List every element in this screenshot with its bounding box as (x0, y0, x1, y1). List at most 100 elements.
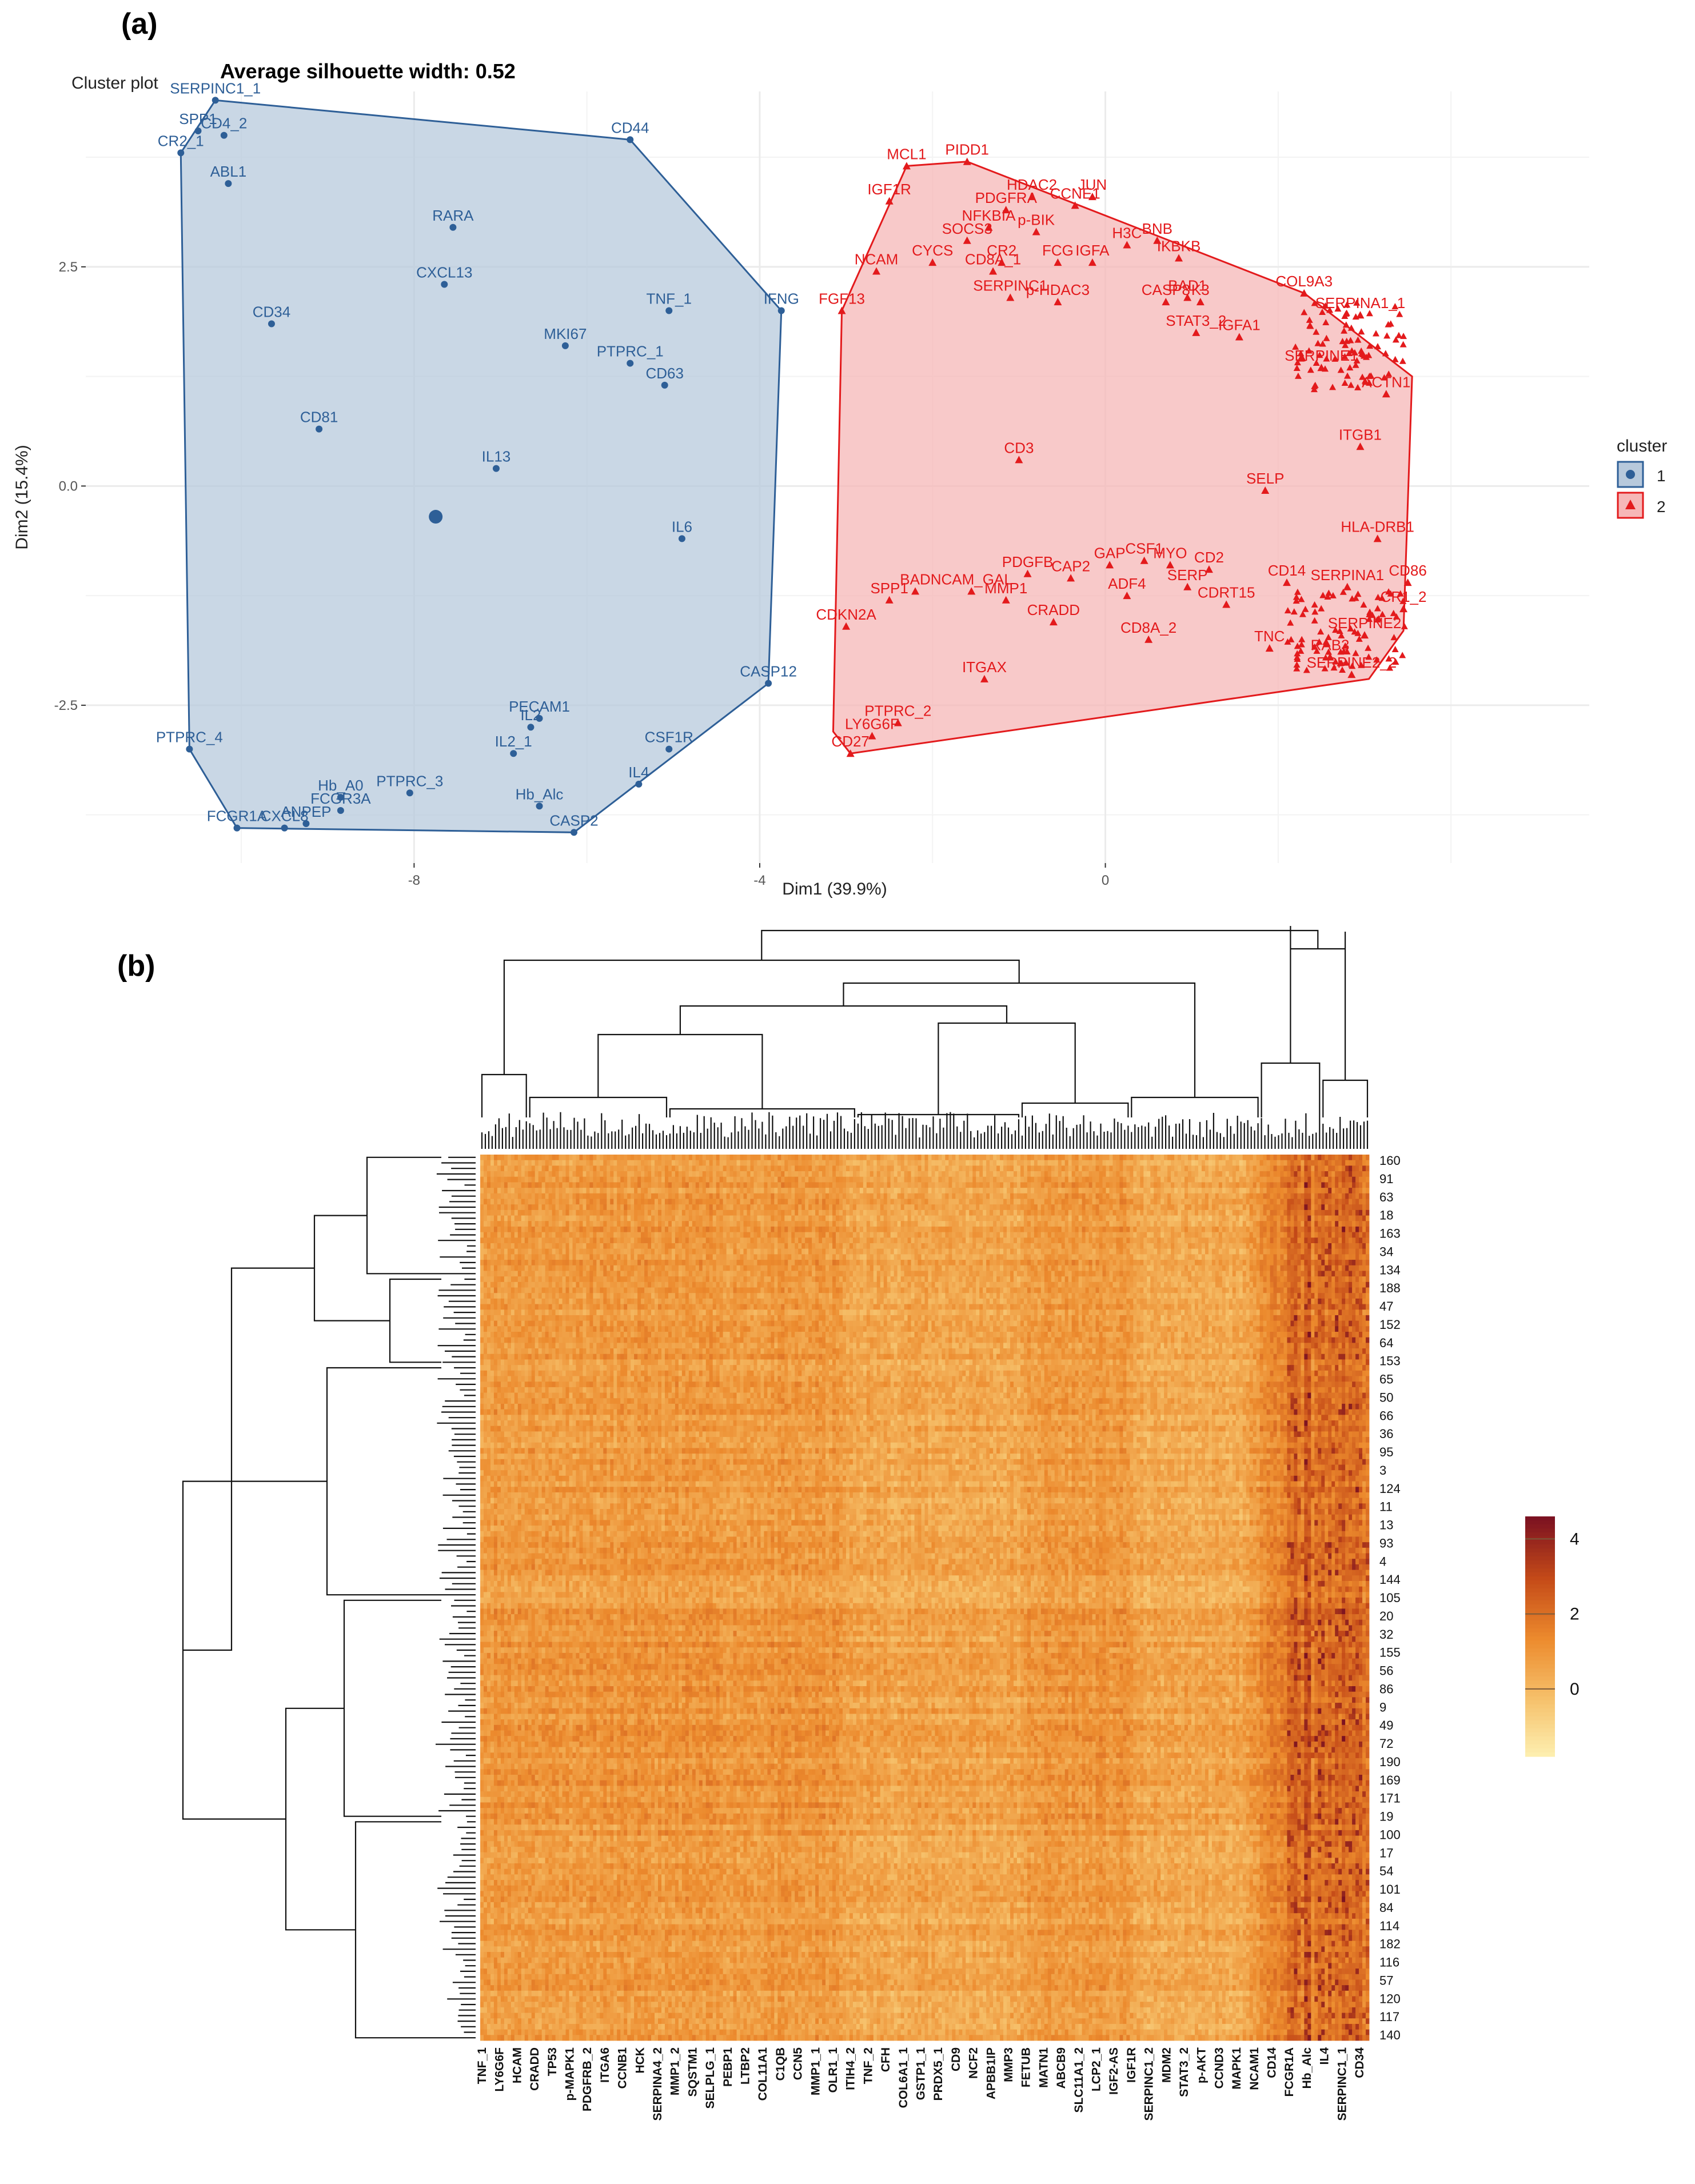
heatmap-cell (508, 1193, 511, 1199)
heatmap-cell (494, 1227, 497, 1232)
heatmap-cell (839, 1160, 843, 1166)
heatmap-cell (942, 1216, 945, 1221)
cluster1-point-label: CASP12 (740, 663, 797, 680)
heatmap-cell (860, 1232, 863, 1238)
heatmap-cell (955, 1171, 959, 1177)
heatmap-cell (1250, 1188, 1253, 1193)
heatmap-cell (942, 1155, 945, 1160)
heatmap-cell (610, 1199, 613, 1205)
heatmap-cell (1212, 1177, 1215, 1183)
heatmap-cell (679, 1160, 682, 1166)
heatmap-cell (915, 1160, 918, 1166)
heatmap-cell (952, 1160, 955, 1166)
heatmap-cell (579, 1188, 583, 1193)
heatmap-cell (1010, 1160, 1014, 1166)
heatmap-cell (1038, 1193, 1041, 1199)
heatmap-cell (784, 1188, 788, 1193)
heatmap-cell (1328, 1221, 1331, 1227)
heatmap-cell (487, 1216, 490, 1221)
heatmap-cell (665, 1216, 668, 1221)
heatmap-cell (922, 1199, 925, 1205)
heatmap-cell (901, 1210, 904, 1216)
heatmap-cell (781, 1204, 784, 1210)
heatmap-cell (589, 1188, 593, 1193)
heatmap-cell (484, 1182, 487, 1188)
cluster2-point-label: BNB (1142, 220, 1172, 237)
heatmap-cell (1267, 1204, 1270, 1210)
heatmap-cell (1307, 1193, 1311, 1199)
heatmap-cell (1089, 1182, 1092, 1188)
heatmap-cell (959, 1193, 962, 1199)
heatmap-cell (990, 1199, 993, 1205)
heatmap-cell (771, 1188, 774, 1193)
heatmap-cell (894, 1216, 898, 1221)
heatmap-cell (1304, 1165, 1307, 1171)
cluster2-point-label: ADF4 (1108, 575, 1146, 592)
heatmap-cell (723, 1227, 727, 1232)
heatmap-cell (1246, 1199, 1250, 1205)
heatmap-cell (610, 1182, 613, 1188)
heatmap-cell (613, 1232, 617, 1238)
heatmap-cell (600, 1155, 603, 1160)
heatmap-cell (497, 1171, 501, 1177)
heatmap-cell (931, 1155, 935, 1160)
heatmap-cell (1209, 1160, 1212, 1166)
heatmap-cell (1250, 1227, 1253, 1232)
heatmap-cell (884, 1216, 887, 1221)
heatmap-cell (1119, 1221, 1123, 1227)
heatmap-cell (784, 1232, 788, 1238)
heatmap-cell (1136, 1221, 1140, 1227)
heatmap-cell (1345, 1177, 1349, 1183)
cluster1-point (302, 820, 309, 827)
heatmap-cell (1000, 1165, 1003, 1171)
heatmap-cell (576, 1188, 579, 1193)
heatmap-cell (972, 1199, 976, 1205)
heatmap-cell (1290, 1199, 1294, 1205)
heatmap-cell (733, 1216, 737, 1221)
heatmap-cell (1270, 1160, 1274, 1166)
heatmap-cell (1133, 1227, 1136, 1232)
heatmap-cell (1202, 1210, 1205, 1216)
heatmap-cell (1024, 1160, 1027, 1166)
heatmap-cell (925, 1221, 928, 1227)
heatmap-cell (703, 1210, 706, 1216)
heatmap-cell (990, 1221, 993, 1227)
heatmap-cell (1198, 1155, 1202, 1160)
heatmap-cell (1147, 1188, 1150, 1193)
heatmap-cell (1062, 1216, 1065, 1221)
heatmap-cell (572, 1188, 576, 1193)
heatmap-cell (1065, 1155, 1068, 1160)
cluster1-point (268, 321, 275, 328)
heatmap-cell (1106, 1188, 1109, 1193)
heatmap-cell (918, 1182, 922, 1188)
heatmap-cell (480, 1221, 484, 1227)
heatmap-cell (556, 1232, 559, 1238)
heatmap-cell (1338, 1182, 1342, 1188)
heatmap-cell (682, 1160, 685, 1166)
heatmap-cell (887, 1182, 891, 1188)
heatmap-cell (641, 1182, 644, 1188)
heatmap-cell (969, 1216, 972, 1221)
heatmap-cell (1024, 1227, 1027, 1232)
heatmap-cell (1157, 1160, 1160, 1166)
heatmap-cell (1119, 1210, 1123, 1216)
heatmap-cell (685, 1216, 689, 1221)
heatmap-cell (1205, 1232, 1209, 1238)
heatmap-cell (655, 1188, 658, 1193)
heatmap-cell (1007, 1227, 1010, 1232)
heatmap-cell (874, 1199, 877, 1205)
heatmap-cell (1352, 1182, 1355, 1188)
heatmap-cell (1112, 1199, 1116, 1205)
heatmap-cell (556, 1204, 559, 1210)
heatmap-cell (1257, 1155, 1260, 1160)
cluster2-point-label: SERPINA1 (1310, 566, 1384, 584)
heatmap-cell (631, 1171, 634, 1177)
heatmap-cell (1236, 1165, 1239, 1171)
heatmap-cell (1160, 1155, 1164, 1160)
heatmap-cell (1143, 1182, 1147, 1188)
heatmap-cell (850, 1216, 853, 1221)
heatmap-cell (596, 1155, 600, 1160)
heatmap-cell (952, 1165, 955, 1171)
heatmap-cell (969, 1182, 972, 1188)
heatmap-cell (528, 1216, 532, 1221)
